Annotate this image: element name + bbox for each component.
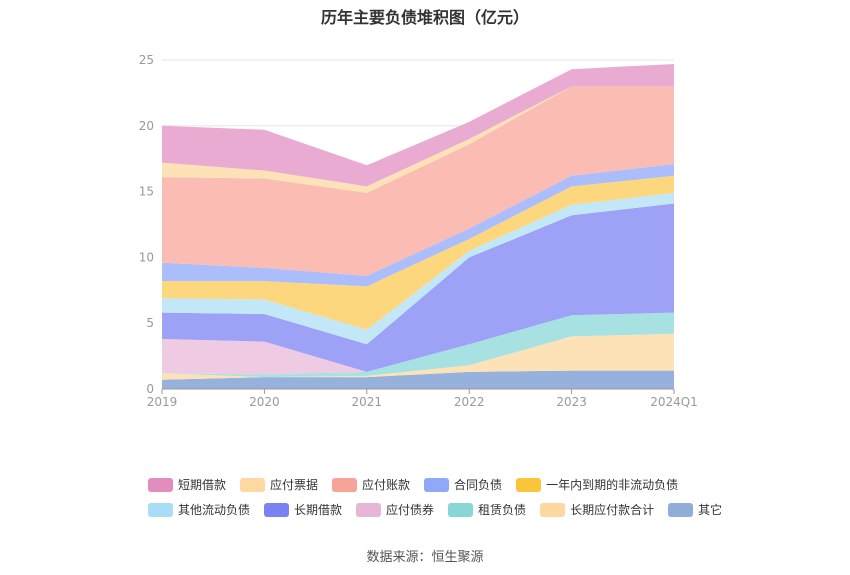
y-tick-label: 0 bbox=[146, 382, 154, 396]
area-series-5 bbox=[162, 192, 674, 345]
area-series-2 bbox=[162, 312, 674, 378]
legend-swatch bbox=[148, 502, 173, 517]
x-tick-label: 2021 bbox=[352, 395, 383, 409]
x-tick-label: 2019 bbox=[147, 395, 178, 409]
axes bbox=[161, 388, 675, 394]
legend-label: 长期借款 bbox=[294, 503, 343, 517]
x-tick-label: 2022 bbox=[454, 395, 485, 409]
legend-label: 长期应付款合计 bbox=[570, 503, 655, 517]
legend-item[interactable]: 短期借款 bbox=[148, 476, 226, 493]
data-source: 数据来源：恒生聚源 bbox=[366, 550, 484, 565]
legend-item[interactable]: 其他流动负债 bbox=[148, 501, 250, 518]
legend-swatch bbox=[332, 477, 358, 492]
legend-item[interactable]: 租赁负债 bbox=[448, 501, 526, 518]
area-series-10 bbox=[162, 63, 674, 187]
legend-item[interactable]: 应付票据 bbox=[240, 476, 318, 493]
legend-label: 应付账款 bbox=[362, 478, 411, 492]
legend-swatch bbox=[516, 477, 542, 492]
area-series-8 bbox=[162, 86, 674, 276]
legend-swatch bbox=[540, 502, 566, 517]
y-tick-label: 15 bbox=[139, 185, 154, 199]
legend-swatch bbox=[264, 502, 290, 517]
legend-item[interactable]: 应付账款 bbox=[332, 476, 410, 493]
legend-label: 短期借款 bbox=[178, 478, 227, 492]
legend-item[interactable]: 一年内到期的非流动负债 bbox=[516, 476, 678, 493]
legend-label: 应付债券 bbox=[386, 503, 435, 517]
area-series-6 bbox=[162, 175, 674, 330]
legend-item[interactable]: 长期应付款合计 bbox=[540, 501, 654, 518]
legend-swatch bbox=[356, 502, 382, 517]
legend-item[interactable]: 其它 bbox=[668, 501, 722, 518]
legend-swatch bbox=[668, 502, 694, 517]
area-series-1 bbox=[162, 333, 674, 380]
stacked-area-chart: 0 5 10 15 20 25 2019 2020 2021 2022 2023 2024Q1 bbox=[139, 53, 698, 409]
legend-label: 其他流动负债 bbox=[178, 503, 251, 517]
legend-swatch bbox=[424, 477, 450, 492]
x-tick-label: 2023 bbox=[556, 395, 587, 409]
legend-label: 其它 bbox=[698, 503, 723, 517]
x-tick-label: 2024Q1 bbox=[650, 395, 698, 409]
legend-swatch bbox=[240, 477, 266, 492]
area-series-3 bbox=[162, 312, 674, 375]
chart-title: 历年主要负债堆积图（亿元） bbox=[320, 8, 529, 27]
legend-label: 合同负债 bbox=[454, 478, 503, 492]
legend-label: 租赁负债 bbox=[478, 503, 527, 517]
legend-label: 一年内到期的非流动负债 bbox=[546, 478, 679, 492]
legend-swatch bbox=[148, 477, 173, 492]
legend-label: 应付票据 bbox=[270, 478, 319, 492]
y-tick-labels: 0 5 10 15 20 25 bbox=[139, 53, 154, 396]
y-tick-label: 20 bbox=[139, 119, 154, 133]
legend-row: 其他流动负债 长期借款 应付债券 租赁负债 长期应付款合计 其它 bbox=[148, 497, 748, 522]
legend-swatch bbox=[448, 502, 474, 517]
x-tick-label: 2020 bbox=[249, 395, 280, 409]
legend: 短期借款 应付票据 应付账款 合同负债 一年内到期的非流动负债其他流动负债 长期借款 应付债… bbox=[148, 472, 748, 522]
legend-row: 短期借款 应付票据 应付账款 合同负债 一年内到期的非流动负债 bbox=[148, 472, 748, 497]
legend-item[interactable]: 长期借款 bbox=[264, 501, 342, 518]
x-tick-labels: 2019 2020 2021 2022 2023 2024Q1 bbox=[147, 395, 698, 409]
area-series-4 bbox=[162, 203, 674, 372]
legend-item[interactable]: 应付债券 bbox=[356, 501, 434, 518]
area-series-7 bbox=[162, 163, 674, 287]
y-tick-label: 5 bbox=[146, 316, 154, 330]
legend-item[interactable]: 合同负债 bbox=[424, 476, 502, 493]
y-tick-label: 25 bbox=[139, 53, 154, 67]
area-series bbox=[162, 63, 674, 389]
y-tick-label: 10 bbox=[139, 250, 154, 264]
area-series-0 bbox=[162, 370, 674, 389]
